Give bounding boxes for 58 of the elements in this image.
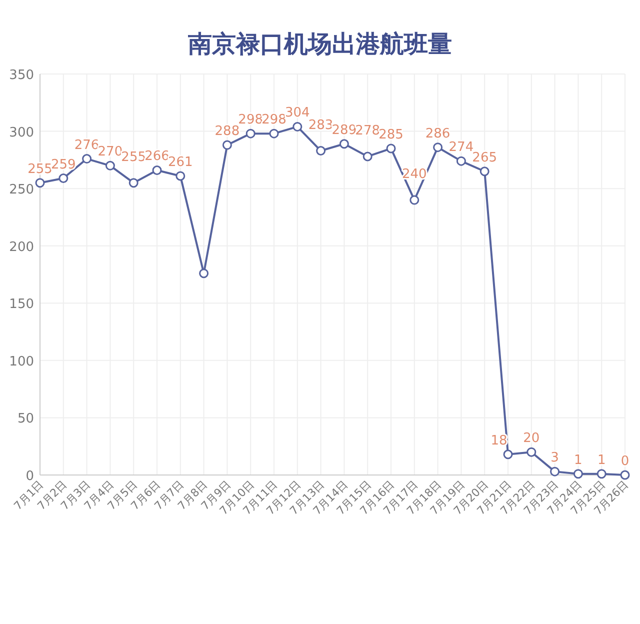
data-label: 283: [308, 118, 334, 133]
point: [503, 450, 513, 460]
y-tick-label: 250: [9, 182, 34, 198]
point: [339, 139, 349, 149]
point: [550, 466, 560, 476]
data-label: 259: [50, 157, 76, 172]
data-label: 1: [574, 452, 582, 468]
point: [362, 152, 372, 162]
data-label: 255: [28, 162, 52, 177]
data-label: 286: [425, 126, 450, 142]
point: [596, 469, 606, 479]
point: [269, 128, 279, 138]
y-tick-label: 200: [9, 240, 34, 255]
point: [35, 178, 45, 188]
point: [573, 469, 583, 479]
chart-title: 南京禄口机场出港航班量: [187, 30, 452, 58]
data-label: 255: [121, 150, 146, 165]
y-tick-label: 50: [17, 412, 34, 427]
data-label: 1: [597, 452, 606, 468]
data-label: 0: [620, 454, 630, 469]
y-tick-label: 0: [26, 469, 34, 484]
data-label: 289: [332, 122, 357, 138]
point: [480, 166, 490, 176]
point: [410, 195, 420, 205]
data-label: 304: [284, 106, 310, 121]
point: [222, 140, 232, 150]
data-label: 266: [144, 149, 170, 164]
point: [292, 122, 302, 132]
data-label: 298: [238, 112, 264, 128]
point: [316, 146, 326, 156]
point: [58, 174, 68, 184]
point: [456, 156, 466, 166]
point: [176, 171, 186, 181]
point: [128, 178, 138, 188]
point: [433, 142, 443, 152]
data-label: 298: [262, 112, 286, 128]
point: [152, 165, 162, 175]
point: [199, 268, 209, 278]
point: [386, 144, 396, 154]
data-label: 261: [168, 154, 193, 170]
point: [105, 160, 115, 170]
y-tick-label: 350: [9, 68, 34, 83]
data-label: 265: [472, 150, 498, 166]
point: [526, 447, 536, 457]
data-label: 278: [355, 123, 380, 138]
data-label: 276: [74, 138, 100, 153]
data-label: 3: [550, 450, 559, 466]
y-tick-label: 100: [9, 354, 34, 370]
point: [246, 128, 256, 138]
data-label: 270: [98, 144, 123, 160]
data-label: 288: [214, 124, 240, 140]
y-tick-label: 150: [9, 297, 34, 312]
data-label: 285: [378, 127, 404, 142]
y-tick-label: 300: [9, 125, 34, 140]
data-label: 274: [448, 140, 474, 156]
data-label: 20: [523, 431, 540, 446]
point: [620, 470, 630, 480]
point: [82, 154, 92, 164]
